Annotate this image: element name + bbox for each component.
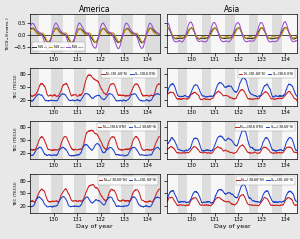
Bar [74,121,86,159]
Bar [51,121,62,159]
Bar [122,174,133,213]
Bar [51,68,62,106]
Bar [74,174,86,213]
Bar [272,14,282,53]
Bar [74,14,86,53]
Bar [98,68,110,106]
Bar [30,68,39,106]
Bar [202,68,211,106]
X-axis label: Day of year: Day of year [76,224,113,229]
Y-axis label: TEC (TECU): TEC (TECU) [14,181,18,206]
Y-axis label: TEC (TECU): TEC (TECU) [14,128,18,152]
Bar [178,121,188,159]
Bar [122,121,133,159]
Legend: N$_{all}$(30-60°N), S$_{all}$(30-60°S): N$_{all}$(30-60°N), S$_{all}$(30-60°S) [101,69,158,78]
Bar [51,174,62,213]
Bar [249,121,258,159]
Bar [225,68,235,106]
Bar [74,68,86,106]
Bar [30,121,39,159]
Bar [178,174,188,213]
Bar [98,174,110,213]
Bar [145,121,160,159]
Title: Asia: Asia [224,5,240,14]
Bar [178,68,188,106]
Bar [145,68,160,106]
Legend: N-S$_{all}$, N-S$_{min}$, N-S$_{max}$: N-S$_{all}$, N-S$_{min}$, N-S$_{max}$ [32,42,85,51]
Bar [272,68,282,106]
Legend: N$_{mid}$(30-60°N), S$_{mid}$(30-60°S): N$_{mid}$(30-60°N), S$_{mid}$(30-60°S) [97,123,158,131]
Bar [51,14,62,53]
Bar [122,14,133,53]
Bar [249,174,258,213]
Bar [122,68,133,106]
Bar [98,121,110,159]
Bar [145,174,160,213]
Bar [30,174,39,213]
Title: America: America [79,5,111,14]
Bar [98,14,110,53]
Bar [30,14,39,53]
Legend: N$_{low}$(30-60°N), S$_{low}$(30-60°S): N$_{low}$(30-60°N), S$_{low}$(30-60°S) [236,176,295,185]
Bar [225,121,235,159]
Bar [202,121,211,159]
Bar [272,174,282,213]
Bar [272,121,282,159]
Legend: N$_{all}$(30-60°N), S$_{all}$(30-60°S): N$_{all}$(30-60°N), S$_{all}$(30-60°S) [238,69,295,78]
Legend: N$_{mid}$(30-60°N), S$_{mid}$(30-60°S): N$_{mid}$(30-60°N), S$_{mid}$(30-60°S) [235,123,295,131]
Bar [249,14,258,53]
Bar [225,14,235,53]
Y-axis label: TEC (TECU): TEC (TECU) [14,75,18,99]
Bar [202,14,211,53]
X-axis label: Day of year: Day of year [214,224,250,229]
Legend: N$_{low}$(30-60°N), S$_{low}$(30-60°S): N$_{low}$(30-60°N), S$_{low}$(30-60°S) [98,176,158,185]
Bar [145,14,160,53]
Bar [249,68,258,106]
Bar [225,174,235,213]
Y-axis label: TEC$_{N-S}$(norm.): TEC$_{N-S}$(norm.) [4,16,12,51]
Bar [202,174,211,213]
Bar [178,14,188,53]
